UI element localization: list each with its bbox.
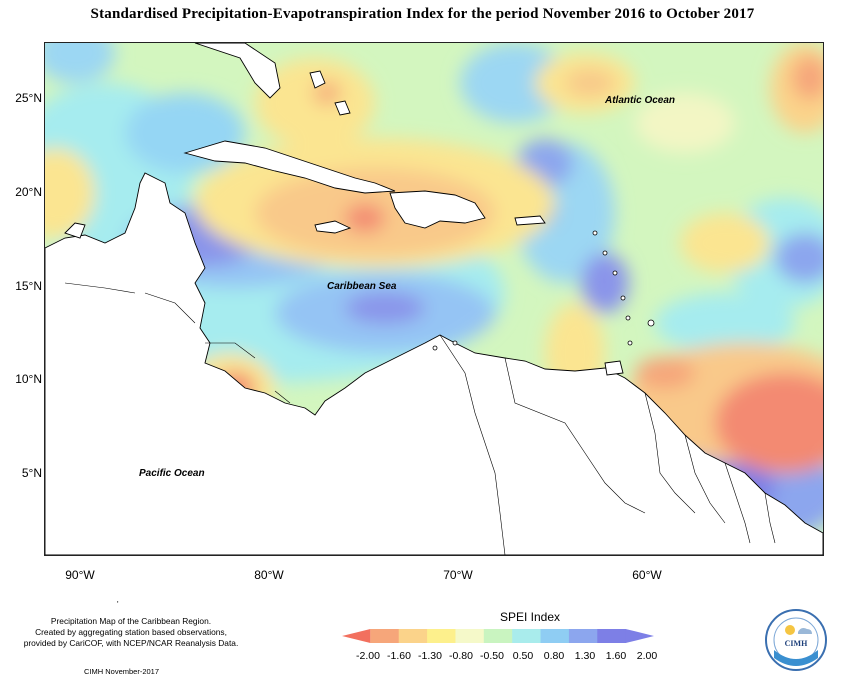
label-pacific-ocean: Pacific Ocean — [139, 468, 205, 479]
legend-colorbar — [342, 629, 654, 643]
stray-mark: ' — [117, 600, 119, 609]
credit-line-3: provided by CariCOF, with NCEP/NCAR Rean… — [23, 638, 239, 648]
credit-date: CIMH November-2017 — [84, 667, 160, 676]
lon-label-80w: 80°W — [254, 568, 284, 582]
credit-text: Precipitation Map of the Caribbean Regio… — [6, 616, 256, 649]
lat-label-20n: 20°N — [15, 185, 42, 199]
spei-map: Atlantic Ocean Caribbean Sea Pacific Oce… — [44, 42, 824, 556]
spei-map-svg — [45, 43, 823, 555]
legend-swatch — [455, 629, 485, 643]
credit-line-1: Precipitation Map of the Caribbean Regio… — [50, 616, 212, 626]
legend-swatch — [512, 629, 542, 643]
lon-label-70w: 70°W — [443, 568, 473, 582]
legend-label-1: -1.60 — [387, 650, 411, 662]
legend-label-8: 1.60 — [605, 650, 627, 662]
lat-label-25n: 25°N — [15, 91, 42, 105]
legend-label-5: 0.50 — [512, 650, 534, 662]
lon-label-90w: 90°W — [65, 568, 95, 582]
lesser-antilles — [432, 230, 655, 351]
legend-swatch — [427, 629, 456, 643]
cimh-logo: CIMH — [765, 609, 827, 671]
legend-arrow-right — [625, 629, 654, 643]
credit-line-2: Created by aggregating station based obs… — [35, 627, 227, 637]
legend-label-2: -1.30 — [418, 650, 442, 662]
logo-text: CIMH — [785, 639, 808, 648]
label-atlantic-ocean: Atlantic Ocean — [605, 95, 676, 106]
sun-icon — [785, 625, 795, 635]
lat-label-10n: 10°N — [15, 372, 42, 386]
legend-swatch — [370, 629, 400, 643]
legend-swatch — [597, 629, 627, 643]
legend-swatch — [540, 629, 570, 643]
legend-label-3: -0.80 — [449, 650, 473, 662]
map-title: Standardised Precipitation-Evapotranspir… — [90, 6, 755, 22]
legend-label-9: 2.00 — [636, 650, 658, 662]
legend-swatch — [483, 629, 513, 643]
legend-arrow-left — [342, 629, 371, 643]
cloud-icon — [798, 628, 812, 634]
landmass — [45, 43, 823, 555]
lat-label-15n: 15°N — [15, 279, 42, 293]
legend-swatch — [568, 629, 598, 643]
country-borders — [64, 282, 776, 555]
legend-label-0: -2.00 — [356, 650, 380, 662]
legend-title: SPEI Index — [499, 610, 561, 624]
legend-label-6: 0.80 — [543, 650, 565, 662]
lon-label-60w: 60°W — [632, 568, 662, 582]
legend-label-4: -0.50 — [480, 650, 504, 662]
legend-label-7: 1.30 — [574, 650, 596, 662]
legend-swatch — [398, 629, 428, 643]
legend-labels: -2.00 -1.60 -1.30 -0.80 -0.50 0.50 0.80 … — [346, 650, 666, 664]
lat-label-5n: 5°N — [21, 466, 42, 480]
label-caribbean-sea: Caribbean Sea — [327, 281, 397, 292]
